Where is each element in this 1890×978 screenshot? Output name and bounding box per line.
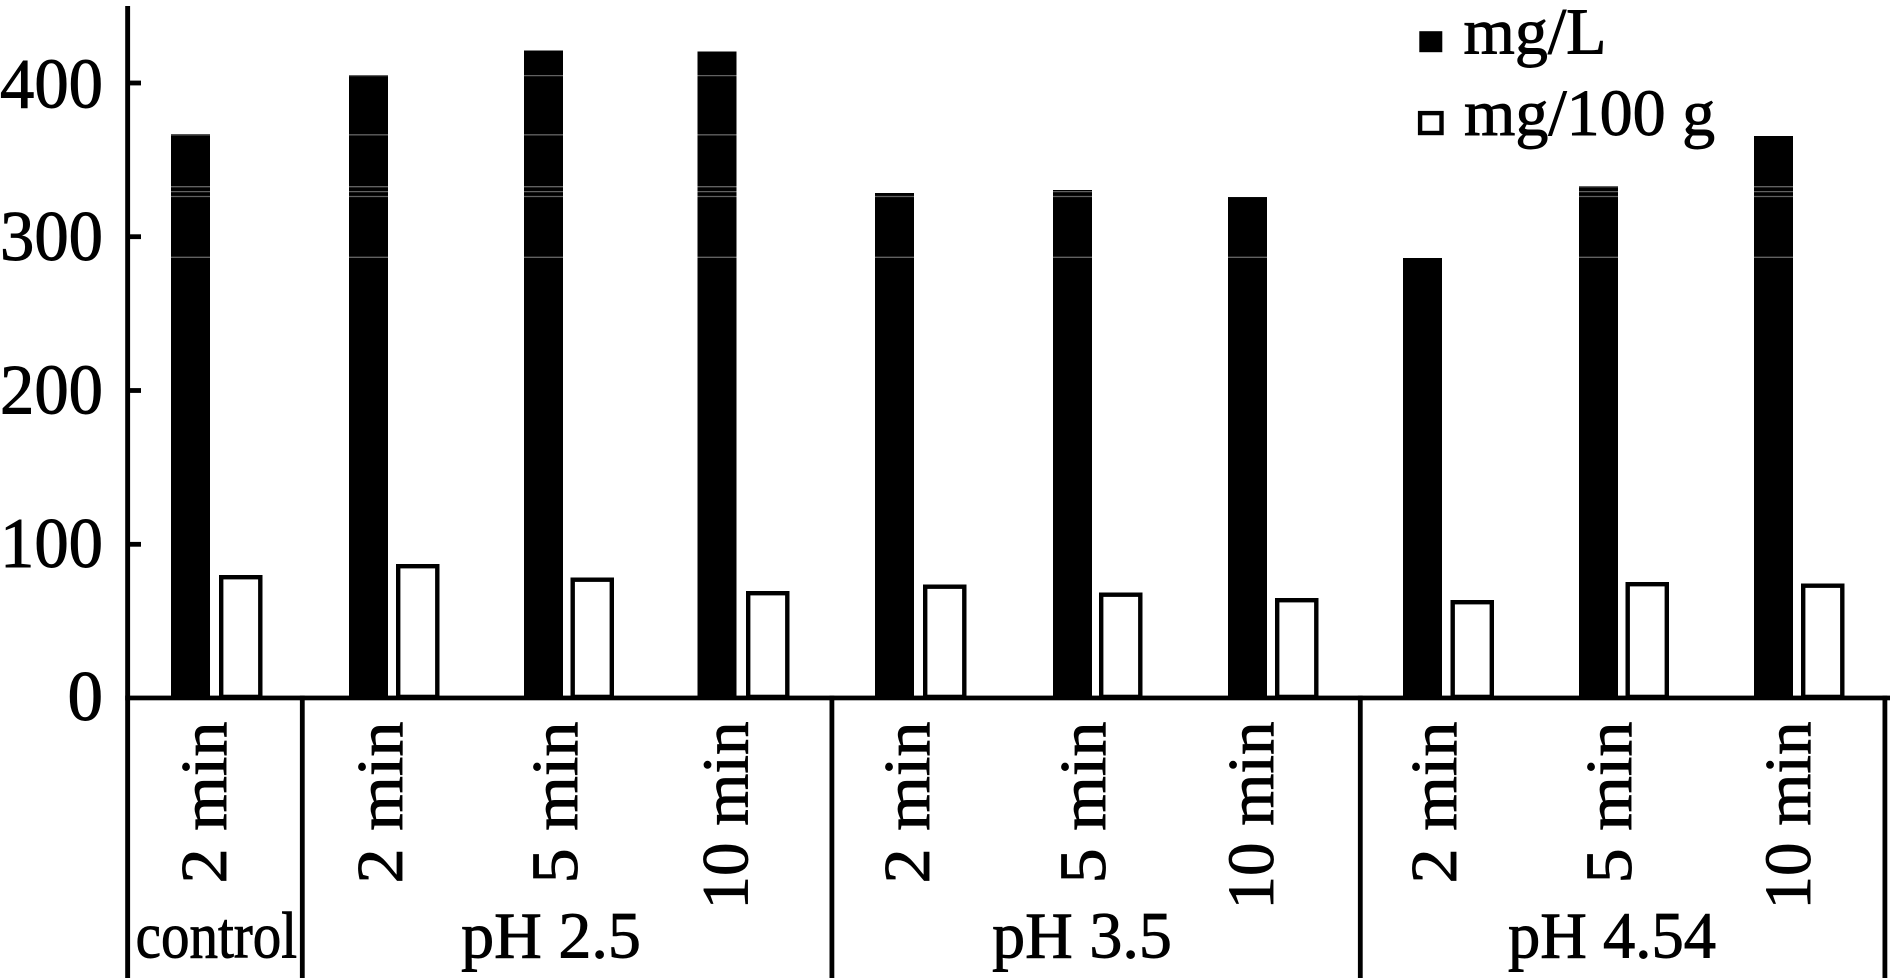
- svg-text:2 min: 2 min: [344, 722, 417, 884]
- svg-text:200: 200: [0, 352, 103, 430]
- svg-text:100: 100: [0, 505, 103, 583]
- svg-text:pH 4.54: pH 4.54: [1508, 900, 1716, 973]
- svg-text:pH 3.5: pH 3.5: [992, 900, 1172, 973]
- svg-text:2 min: 2 min: [1398, 722, 1471, 884]
- svg-text:400: 400: [0, 46, 103, 124]
- svg-text:5 min: 5 min: [519, 722, 592, 884]
- svg-text:mg/L: mg/L: [1464, 0, 1607, 69]
- svg-text:10 min: 10 min: [1752, 722, 1825, 910]
- svg-text:0: 0: [68, 658, 104, 736]
- svg-text:5 min: 5 min: [1573, 722, 1646, 884]
- svg-text:5 min: 5 min: [1047, 722, 1120, 884]
- svg-text:pH 2.5: pH 2.5: [461, 900, 641, 973]
- svg-text:2 min: 2 min: [168, 722, 241, 884]
- svg-text:10 min: 10 min: [690, 722, 763, 910]
- svg-text:mg/100 g: mg/100 g: [1464, 77, 1715, 150]
- svg-text:300: 300: [0, 198, 103, 276]
- svg-text:control: control: [136, 900, 298, 973]
- svg-text:10 min: 10 min: [1215, 722, 1288, 910]
- svg-text:2 min: 2 min: [871, 722, 944, 884]
